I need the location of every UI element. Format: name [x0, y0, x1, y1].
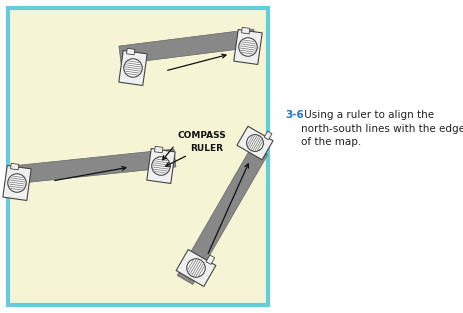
Text: 3-6: 3-6 — [285, 110, 304, 120]
Text: RULER: RULER — [190, 144, 223, 153]
Circle shape — [239, 38, 257, 56]
Polygon shape — [126, 48, 135, 55]
Circle shape — [124, 59, 142, 77]
Polygon shape — [3, 166, 31, 201]
Text: COMPASS: COMPASS — [178, 131, 227, 140]
Polygon shape — [264, 131, 272, 140]
Polygon shape — [242, 27, 250, 34]
Circle shape — [152, 157, 170, 175]
Polygon shape — [119, 50, 147, 85]
Polygon shape — [11, 149, 176, 184]
Polygon shape — [237, 126, 273, 160]
Circle shape — [247, 135, 263, 151]
Polygon shape — [234, 29, 262, 64]
Polygon shape — [206, 255, 215, 264]
Polygon shape — [155, 146, 163, 153]
Polygon shape — [8, 8, 268, 305]
Polygon shape — [176, 249, 216, 286]
Polygon shape — [177, 146, 268, 285]
Circle shape — [8, 174, 26, 192]
Polygon shape — [147, 149, 175, 183]
Circle shape — [187, 259, 205, 277]
Polygon shape — [11, 163, 19, 170]
Text: Using a ruler to align the
north-south lines with the edges
of the map.: Using a ruler to align the north-south l… — [301, 110, 463, 147]
Polygon shape — [119, 29, 256, 64]
